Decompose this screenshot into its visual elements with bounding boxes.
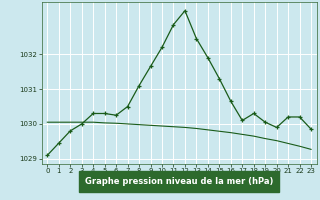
X-axis label: Graphe pression niveau de la mer (hPa): Graphe pression niveau de la mer (hPa): [85, 177, 273, 186]
